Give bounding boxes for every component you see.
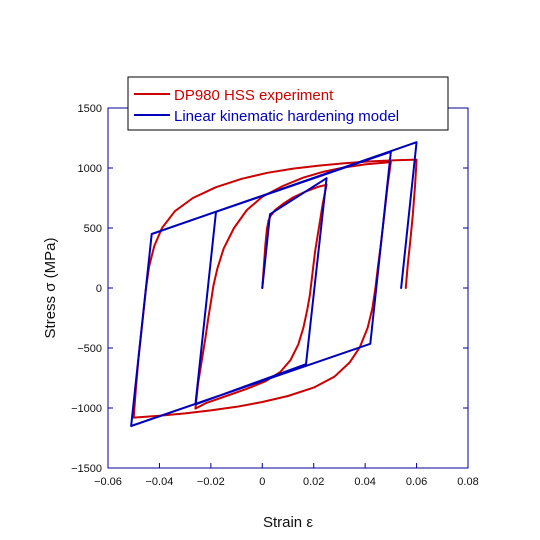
x-tick-label: 0.02 [303,476,324,488]
x-tick-label: 0.08 [457,476,478,488]
x-tick-label: −0.06 [94,476,122,488]
x-tick-label: 0.04 [354,476,375,488]
legend: DP980 HSS experiment Linear kinematic har… [127,76,449,131]
x-tick-label: −0.02 [197,476,225,488]
y-axis-label: Stress σ (MPa) [42,238,59,339]
y-tick-label: 0 [96,283,102,295]
y-tick-label: −1500 [71,463,102,475]
experiment-curve [132,158,418,419]
y-tick-label: 1500 [78,103,102,115]
x-tick-label: 0.06 [406,476,427,488]
axis-labels: Strain ε Stress σ (MPa) [42,238,313,531]
x-axis-label: Strain ε [263,514,313,531]
y-tick-label: −500 [77,343,102,355]
legend-label-experiment: DP980 HSS experiment [174,87,334,104]
y-tick-label: 500 [84,223,102,235]
legend-label-model: Linear kinematic hardening model [174,108,399,125]
axes: −0.06 −0.04 −0.02 0 0.02 0.04 0.06 0.08 −1500 −10… [71,103,479,488]
x-tick-label: 0 [259,476,265,488]
y-tick-label: −1000 [71,403,102,415]
x-tick-label: −0.04 [146,476,174,488]
legend-box [127,76,449,131]
model-curve [130,141,418,427]
series-layer [130,141,418,427]
y-tick-label: 1000 [78,163,102,175]
